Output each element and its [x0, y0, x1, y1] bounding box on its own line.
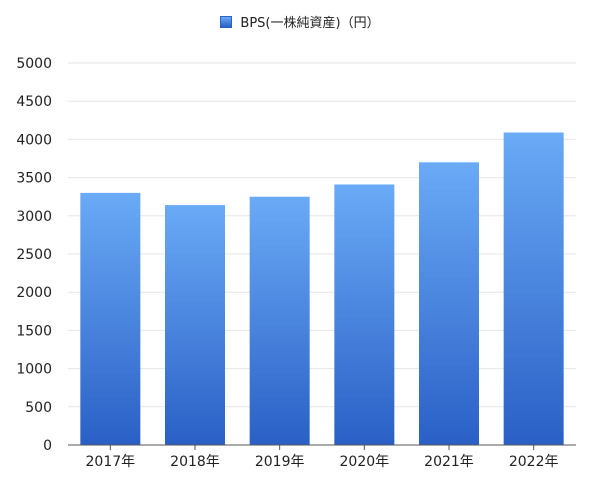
x-tick-label: 2017年	[86, 454, 136, 470]
y-tick-label: 4500	[16, 94, 52, 110]
y-tick-label: 0	[43, 438, 52, 454]
x-tick-label: 2022年	[509, 454, 559, 470]
bar	[249, 196, 310, 445]
x-tick-label: 2019年	[255, 454, 305, 470]
y-tick-label: 1500	[16, 323, 52, 339]
bar	[334, 184, 395, 445]
bar	[419, 162, 479, 445]
y-tick-label: 2500	[16, 247, 52, 263]
x-tick-label: 2018年	[170, 454, 220, 470]
y-tick-label: 5000	[16, 56, 52, 72]
bar	[165, 205, 225, 445]
y-tick-label: 500	[25, 400, 52, 416]
y-tick-label: 3500	[16, 171, 52, 187]
y-tick-label: 2000	[16, 285, 52, 301]
x-tick-label: 2020年	[340, 454, 390, 470]
legend-label: BPS(一株純資産)（円）	[240, 16, 380, 31]
y-tick-label: 3000	[16, 209, 52, 225]
legend: BPS(一株純資産)（円）	[0, 12, 600, 31]
y-tick-label: 1000	[16, 362, 52, 378]
legend-swatch	[220, 15, 233, 28]
y-tick-label: 4000	[16, 132, 52, 148]
x-tick-label: 2021年	[424, 454, 474, 470]
bar	[503, 132, 564, 446]
bar	[80, 192, 141, 445]
